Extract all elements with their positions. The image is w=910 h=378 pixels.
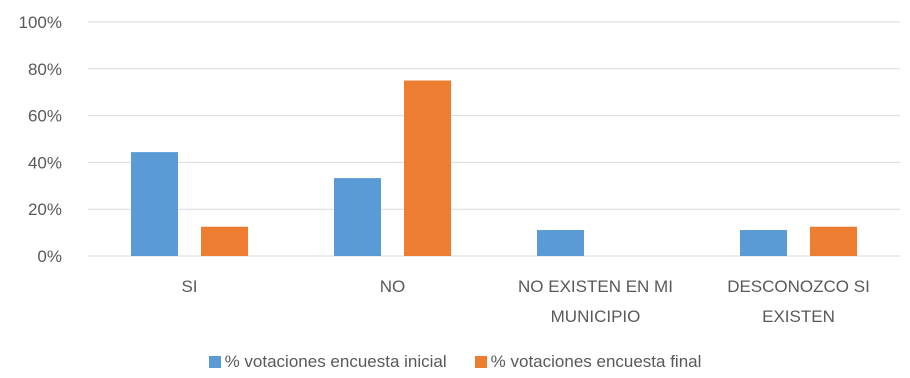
category-label: SI xyxy=(181,277,197,296)
y-tick-label: 80% xyxy=(28,60,62,79)
bar-initial xyxy=(334,178,381,256)
y-tick-label: 20% xyxy=(28,200,62,219)
x-axis-categories: SI NO NO EXISTEN EN MI MUNICIPIO DESCONOZCO … xyxy=(181,277,869,326)
legend: % votaciones encuesta inicial % votacion… xyxy=(0,352,910,372)
bar-final xyxy=(201,226,248,256)
category-label: MUNICIPIO xyxy=(551,307,641,326)
y-tick-label: 40% xyxy=(28,153,62,172)
category-label: EXISTEN xyxy=(762,307,835,326)
y-tick-label: 60% xyxy=(28,107,62,126)
bar-initial xyxy=(537,230,584,256)
legend-label-final: % votaciones encuesta final xyxy=(490,352,702,371)
legend-swatch-initial xyxy=(208,356,221,368)
bar-initial xyxy=(131,152,178,256)
y-tick-label: 0% xyxy=(37,247,62,266)
bar-final xyxy=(404,80,451,256)
y-tick-label: 100% xyxy=(19,13,62,32)
bar-initial xyxy=(740,230,787,256)
category-label: NO xyxy=(380,277,406,296)
bar-final xyxy=(810,226,857,256)
gridlines xyxy=(88,21,900,257)
bars xyxy=(131,80,857,256)
legend-item-final: % votaciones encuesta final xyxy=(474,352,702,372)
y-axis-ticks: 0% 20% 40% 60% 80% 100% xyxy=(19,13,62,266)
legend-item-initial: % votaciones encuesta inicial xyxy=(208,352,447,372)
category-label: DESCONOZCO SI xyxy=(727,277,870,296)
legend-label-initial: % votaciones encuesta inicial xyxy=(224,352,447,371)
category-label: NO EXISTEN EN MI xyxy=(518,277,673,296)
legend-swatch-final xyxy=(474,356,487,368)
